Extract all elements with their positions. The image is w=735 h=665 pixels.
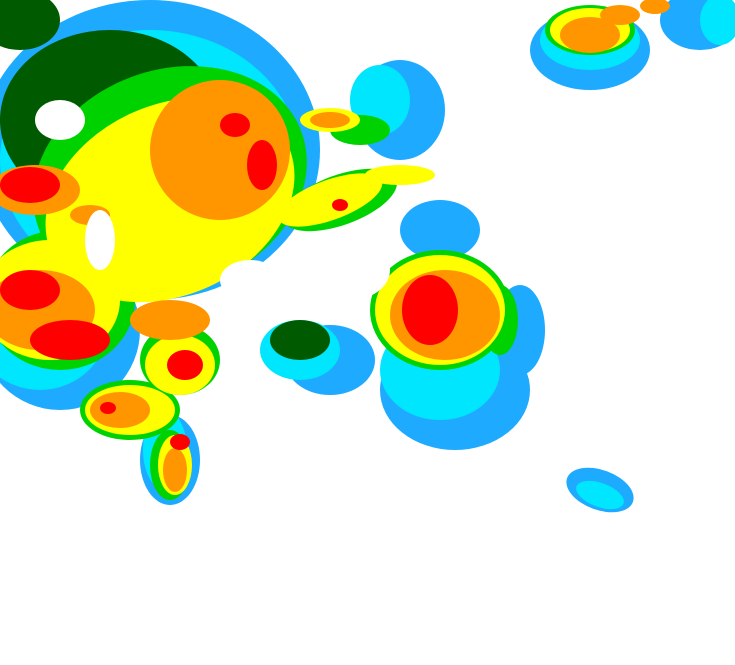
precip-orange (600, 5, 640, 25)
precip-red (402, 275, 458, 345)
precip-red (170, 434, 190, 450)
precip-cyan (576, 480, 624, 510)
precip-yellow (277, 173, 383, 227)
precip-cyan (700, 0, 735, 45)
clear-area (310, 240, 390, 300)
precip-red (332, 199, 348, 211)
precip-orange (560, 17, 620, 53)
precip-red (220, 113, 250, 137)
precip-red (100, 402, 116, 414)
precip-orange (90, 392, 150, 428)
clear-area (35, 100, 85, 140)
precip-dark-green (0, 0, 60, 50)
precip-dark-green (270, 320, 330, 360)
precip-red (0, 167, 60, 203)
precip-red (30, 320, 110, 360)
precip-orange (130, 300, 210, 340)
clear-area (85, 210, 115, 270)
precip-light-blue (400, 200, 480, 260)
precip-red (0, 270, 60, 310)
precip-orange (640, 0, 670, 14)
precip-orange (310, 112, 350, 128)
precip-orange (163, 448, 187, 492)
precip-red (247, 140, 277, 190)
clear-area (220, 260, 280, 300)
precip-red (167, 350, 203, 380)
precip-yellow (365, 165, 435, 185)
